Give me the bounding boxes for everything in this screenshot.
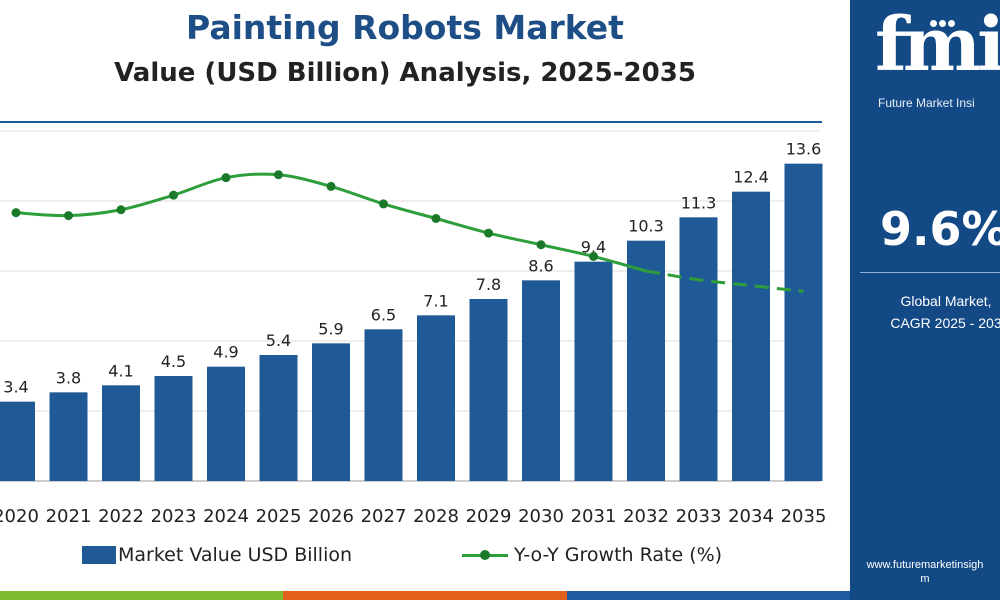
website-link[interactable]: www.futuremarketinsigh m xyxy=(850,558,1000,586)
bar-value-label: 4.5 xyxy=(161,352,186,371)
x-tick-label: 2033 xyxy=(676,506,722,527)
x-tick-label: 2031 xyxy=(571,506,617,527)
growth-point xyxy=(116,205,126,215)
x-tick-label: 2028 xyxy=(413,506,459,527)
growth-point xyxy=(484,228,493,238)
x-tick-label: 2029 xyxy=(466,506,512,527)
legend-bar-swatch xyxy=(82,546,116,564)
bar-value-label: 9.4 xyxy=(581,238,606,257)
bar xyxy=(364,329,403,481)
growth-line-projected xyxy=(645,269,804,293)
growth-point xyxy=(169,190,178,200)
bar-value-label: 7.8 xyxy=(476,275,501,294)
cagr-value: 9.6% xyxy=(880,202,1000,256)
logo-dots-icon xyxy=(930,14,957,32)
x-tick-label: 2030 xyxy=(518,506,564,527)
bar xyxy=(207,366,245,481)
bar-value-label: 5.4 xyxy=(266,331,291,350)
bar xyxy=(312,343,350,481)
chart-title: Painting Robots Market xyxy=(186,8,624,47)
x-tick-label: 2025 xyxy=(256,506,302,527)
growth-point xyxy=(221,173,231,183)
x-tick-label: 2034 xyxy=(728,506,774,527)
cagr-label: Global Market, CAGR 2025 - 203 xyxy=(866,290,1000,334)
legend-line-swatch xyxy=(462,549,508,560)
side-panel: fmi Future Market Insi 9.6% Global Marke… xyxy=(850,0,1000,600)
growth-point xyxy=(11,208,21,218)
bar xyxy=(0,401,35,481)
bar-value-label: 12.4 xyxy=(733,168,769,187)
growth-point xyxy=(589,251,598,261)
bar-value-label: 13.6 xyxy=(786,140,822,159)
bar-value-label: 10.3 xyxy=(628,217,664,236)
growth-point xyxy=(379,199,388,209)
bar xyxy=(522,280,560,481)
stripe-green xyxy=(0,591,284,600)
website-line1: www.futuremarketinsigh xyxy=(866,559,984,571)
bar-value-label: 6.5 xyxy=(371,305,396,324)
legend-item-growth-rate: Y-o-Y Growth Rate (%) xyxy=(462,540,722,570)
x-tick-label: 2021 xyxy=(46,506,92,527)
logo-company-name: Future Market Insi xyxy=(878,96,975,110)
x-tick-label: 2023 xyxy=(151,506,197,527)
bar-value-label: 3.8 xyxy=(56,368,81,387)
x-tick-label: 2024 xyxy=(203,506,249,527)
bar xyxy=(259,355,298,481)
growth-point xyxy=(274,170,283,180)
x-tick-label: 2026 xyxy=(308,506,354,527)
legend-item-market-value: Market Value USD Billion xyxy=(82,540,352,570)
cagr-label-line2: CAGR 2025 - 203 xyxy=(890,315,1000,331)
bar-value-label: 5.9 xyxy=(318,319,343,338)
legend-line-label: Y-o-Y Growth Rate (%) xyxy=(514,544,723,566)
bar xyxy=(574,261,613,481)
panel-divider xyxy=(860,272,1000,273)
bar-value-label: 3.4 xyxy=(3,378,28,397)
stripe-blue xyxy=(566,591,850,600)
bar-value-label: 4.9 xyxy=(213,343,238,362)
title-divider xyxy=(0,121,822,123)
growth-point xyxy=(326,181,336,191)
bar-value-label: 4.1 xyxy=(108,361,133,380)
bar-value-label: 11.3 xyxy=(681,193,717,212)
stripe-orange xyxy=(283,591,567,600)
growth-point xyxy=(431,214,441,223)
bar xyxy=(49,392,88,481)
x-tick-label: 2022 xyxy=(98,506,144,527)
x-tick-label: 2035 xyxy=(781,506,827,527)
growth-point xyxy=(64,211,73,221)
x-tick-label: 2027 xyxy=(361,506,407,527)
legend-bar-label: Market Value USD Billion xyxy=(118,544,353,566)
cagr-label-line1: Global Market, xyxy=(900,293,992,309)
bar-value-label: 8.6 xyxy=(528,256,553,275)
bar xyxy=(732,191,770,481)
bar xyxy=(679,217,718,482)
bar xyxy=(469,299,508,481)
bar xyxy=(627,240,665,481)
bar xyxy=(784,163,823,481)
fmi-logo: fmi xyxy=(875,2,1000,88)
x-tick-label: 2032 xyxy=(623,506,669,527)
bottom-color-stripe xyxy=(0,591,850,600)
growth-point xyxy=(536,240,546,250)
bar xyxy=(417,315,455,481)
chart-plot: 3.4 2020 3.8 2021 4.1 2022 4.5 2023 4.9 2024 5.4 20… xyxy=(0,130,827,527)
x-tick-label: 2020 xyxy=(0,506,39,527)
website-line2: m xyxy=(920,573,930,585)
bar-value-label: 7.1 xyxy=(423,291,448,310)
bar xyxy=(154,376,193,481)
chart-subtitle: Value (USD Billion) Analysis, 2025-2035 xyxy=(114,58,696,88)
bar xyxy=(102,385,140,481)
